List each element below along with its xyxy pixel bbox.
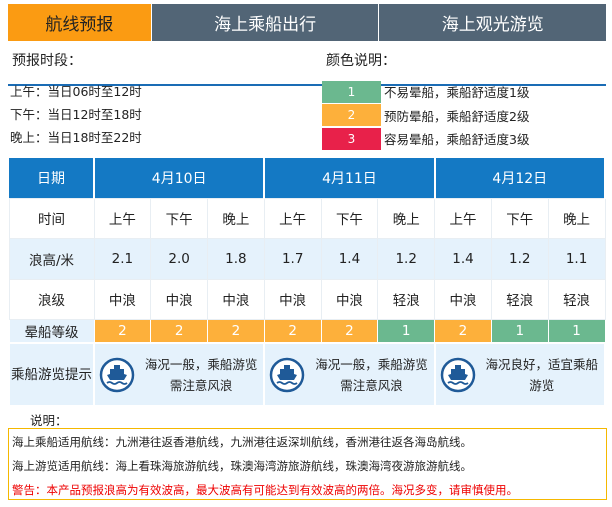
ship-icon (440, 357, 475, 392)
wave-level-cell: 中浪 (207, 278, 265, 320)
seasick-level-cell: 2 (93, 318, 152, 344)
tab-bar: 航线预报 海上乘船出行 海上观光游览 (8, 4, 607, 41)
section-header: 预报时段： 颜色说明： (8, 44, 606, 86)
ship-icon (99, 357, 135, 392)
wave-height-cell: 2.1 (93, 237, 152, 280)
date-header: 4月10日 (94, 158, 266, 198)
seasick-level-cell: 1 (490, 318, 549, 344)
note-line: 海上游览适用航线：海上看珠海旅游航线，珠澳海湾游旅游航线，珠澳海湾夜游旅游航线。 (12, 459, 472, 473)
time-cell: 下午 (320, 197, 379, 239)
legend-swatch: 1 (322, 80, 381, 103)
legend-text: 容易晕船，乘船舒适度3级 (384, 132, 530, 148)
time-cell: 上午 (93, 197, 152, 239)
legend-item: 2 预防晕船，乘船舒适度2级 (322, 104, 529, 128)
wave-level-cell: 轻浪 (490, 278, 549, 320)
time-label: 时间 (8, 197, 95, 239)
time-cell: 下午 (150, 197, 209, 239)
seasick-level-cell: 2 (263, 318, 322, 344)
legend-text: 预防晕船，乘船舒适度2级 (384, 108, 530, 124)
wave-height-cell: 1.2 (490, 237, 549, 280)
wave-level-cell: 中浪 (93, 278, 152, 320)
seasick-level-cell: 2 (207, 318, 265, 344)
period-item: 下午：当日12时至18时 (10, 107, 142, 122)
seasick-level-cell: 1 (547, 318, 606, 344)
tip-cell: 海况一般，乘船游览需注意风浪 (92, 342, 266, 407)
time-cell: 晚上 (207, 197, 265, 239)
wave-level-cell: 中浪 (320, 278, 379, 320)
seasick-level-cell: 2 (320, 318, 379, 344)
legend-swatch: 3 (322, 127, 381, 150)
wave-level-cell: 轻浪 (547, 278, 606, 320)
legend-item: 1 不易晕船，乘船舒适度1级 (322, 80, 529, 104)
legend-text: 不易晕船，乘船舒适度1级 (384, 85, 530, 101)
tip-label: 乘船游览提示 (8, 342, 95, 407)
forecast-table: 日期 4月10日 4月11日 4月12日 时间 上午 下午 晚上 上午 下午 晚上 上午 下午 晚上 浪高/… (8, 158, 607, 407)
seasick-level-cell: 1 (377, 318, 436, 344)
wave-height-cell: 1.2 (377, 237, 436, 280)
wave-level-label: 浪级 (8, 278, 95, 320)
wave-height-cell: 1.1 (547, 237, 606, 280)
note-line: 海上乘船适用航线：九洲港往返香港航线，九洲港往返深圳航线，香洲港往返各海岛航线。 (12, 435, 472, 449)
time-cell: 晚上 (377, 197, 436, 239)
seasick-level-cell: 2 (434, 318, 492, 344)
period-item: 晚上：当日18时至22时 (10, 130, 142, 145)
time-cell: 上午 (263, 197, 322, 239)
time-cell: 下午 (490, 197, 549, 239)
tip-text: 海况一般，乘船游览需注意风浪 (144, 356, 258, 393)
warning-text: 警告：本产品预报浪高为有效波高，最大波高有可能达到有效波高的两倍。海况多变，请审… (12, 483, 518, 497)
date-header: 4月12日 (434, 158, 607, 198)
legend-item: 3 容易晕船，乘船舒适度3级 (322, 127, 529, 151)
seasick-level-cell: 2 (150, 318, 209, 344)
wave-height-cell: 1.4 (434, 237, 492, 280)
forecast-period-title: 预报时段： (12, 53, 82, 69)
tip-text: 海况一般，乘船游览需注意风浪 (315, 356, 428, 393)
wave-height-cell: 1.7 (263, 237, 322, 280)
date-label: 日期 (9, 158, 95, 198)
notes-box: 海上乘船适用航线：九洲港往返香港航线，九洲港往返深圳航线，香洲港往返各海岛航线。… (8, 428, 607, 500)
tip-cell: 海况一般，乘船游览需注意风浪 (263, 342, 436, 407)
wave-height-cell: 1.4 (320, 237, 379, 280)
period-item: 上午：当日06时至12时 (10, 84, 142, 99)
wave-level-cell: 中浪 (263, 278, 322, 320)
note-title: 说明： (30, 413, 68, 428)
color-legend-title: 颜色说明： (326, 53, 396, 69)
tab-sea-travel[interactable]: 海上乘船出行 (151, 4, 379, 41)
color-legend: 1 不易晕船，乘船舒适度1级 2 预防晕船，乘船舒适度2级 3 容易晕船，乘船舒适度3级 (322, 80, 529, 151)
tab-sea-sightseeing[interactable]: 海上观光游览 (379, 4, 607, 41)
seasick-level-label: 晕船等级 (8, 318, 95, 344)
ship-icon (270, 357, 305, 392)
time-cell: 上午 (434, 197, 492, 239)
wave-level-cell: 轻浪 (377, 278, 436, 320)
date-header: 4月11日 (264, 158, 436, 198)
wave-height-cell: 1.8 (207, 237, 265, 280)
forecast-periods: 上午：当日06时至12时 下午：当日12时至18时 晚上：当日18时至22时 (10, 80, 142, 149)
tip-cell: 海况良好，适宜乘船游览 (433, 342, 607, 407)
wave-height-label: 浪高/米 (8, 237, 95, 280)
time-cell: 晚上 (547, 197, 606, 239)
tab-route-forecast[interactable]: 航线预报 (8, 4, 151, 41)
legend-swatch: 2 (322, 104, 381, 127)
wave-height-cell: 2.0 (150, 237, 209, 280)
wave-level-cell: 中浪 (150, 278, 209, 320)
tip-text: 海况良好，适宜乘船游览 (485, 356, 599, 393)
wave-level-cell: 中浪 (434, 278, 492, 320)
